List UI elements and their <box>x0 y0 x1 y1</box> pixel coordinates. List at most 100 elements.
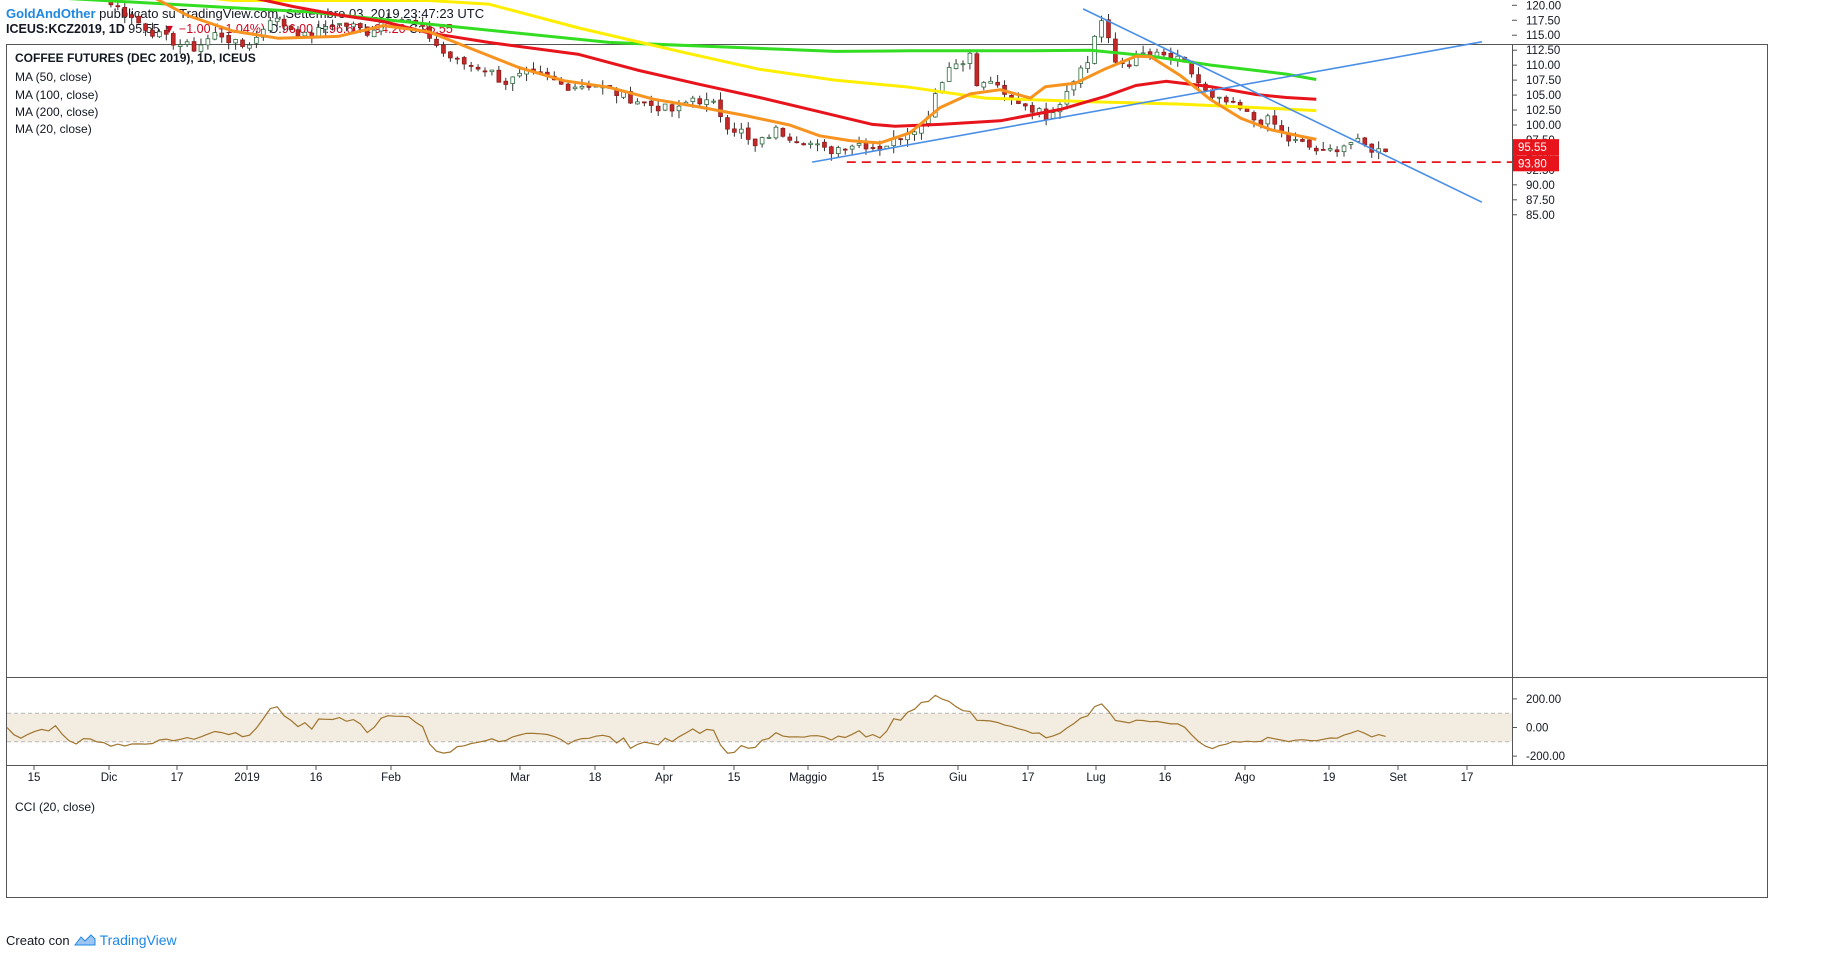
time-tick-label: 2019 <box>234 772 260 784</box>
candle-body <box>1099 20 1104 38</box>
footer-brand[interactable]: TradingView <box>99 932 177 948</box>
candle-body <box>503 80 509 85</box>
candle-body <box>1300 139 1305 142</box>
candle-body <box>330 25 335 27</box>
candle-body <box>1348 142 1354 145</box>
candle-body <box>766 136 772 139</box>
candle-body <box>1078 67 1084 84</box>
candle-body <box>517 72 522 77</box>
last-price-tag-label: 95.55 <box>1518 142 1547 154</box>
price-tick-label: 102.50 <box>1526 105 1561 117</box>
candle-body <box>572 86 578 90</box>
candle-body <box>1217 96 1222 99</box>
candle-body <box>808 142 813 145</box>
candle-body <box>254 36 259 44</box>
candle-body <box>849 145 855 150</box>
support-price-tag-label: 93.80 <box>1518 158 1547 170</box>
candle-body <box>198 44 204 52</box>
time-tick-label: 16 <box>1159 772 1172 784</box>
author-link[interactable]: GoldAndOther <box>6 6 96 21</box>
candle-body <box>1126 64 1132 67</box>
time-tick-label: 17 <box>1461 772 1474 784</box>
candle-body <box>496 69 502 83</box>
candle-body <box>655 105 661 112</box>
candle-body <box>1383 148 1388 153</box>
candle-body <box>912 131 917 135</box>
candle-body <box>690 97 696 103</box>
candle-body <box>1023 103 1028 107</box>
candle-body <box>1196 74 1201 84</box>
candle-body <box>960 63 966 66</box>
candle-body <box>856 143 862 146</box>
candle-body <box>1320 148 1326 151</box>
legend-title: COFFEE FUTURES (DEC 2019), 1D, ICEUS <box>15 51 256 65</box>
candle-body <box>475 66 481 70</box>
candle-body <box>1071 81 1077 91</box>
cci-tick-label: 0.00 <box>1526 723 1548 735</box>
cci-axis: -200.00 0.00 200.00 <box>1512 694 1565 763</box>
price-axis: 85.0087.5090.0092.5095.0097.50100.00102.… <box>1512 0 1561 222</box>
legend-ma100: MA (100, close) <box>15 88 98 102</box>
candle-body <box>725 117 730 130</box>
candle-body <box>448 51 453 59</box>
candle-body <box>1244 107 1250 112</box>
legend-ma200: MA (200, close) <box>15 105 98 119</box>
price-tick-label: 85.00 <box>1526 210 1555 222</box>
candle-body <box>835 147 841 154</box>
candle-body <box>1050 112 1056 119</box>
candle-body <box>1029 105 1035 113</box>
time-tick-label: 16 <box>310 772 323 784</box>
price-tick-label: 87.50 <box>1526 195 1555 207</box>
time-tick-label: 18 <box>589 772 602 784</box>
rising-trendline[interactable] <box>812 41 1483 163</box>
time-tick-label: Ago <box>1235 772 1255 784</box>
candle-body <box>842 148 848 151</box>
price-tick-label: 117.50 <box>1526 15 1560 27</box>
time-tick-label: 15 <box>28 772 41 784</box>
candle-body <box>219 32 225 38</box>
candle-body <box>129 14 135 18</box>
candle-body <box>1168 52 1174 58</box>
candle-body <box>1009 94 1014 98</box>
price-tick-label: 112.50 <box>1526 45 1560 57</box>
candle-body <box>1272 115 1278 125</box>
candle-body <box>974 53 980 87</box>
candle-body <box>870 147 876 149</box>
candle-body <box>337 23 342 25</box>
candle-body <box>1223 96 1229 103</box>
candle-body <box>184 41 190 45</box>
price-tick-label: 115.00 <box>1526 30 1560 42</box>
candle-body <box>351 23 356 28</box>
candle-body <box>898 138 903 141</box>
candle-body <box>642 101 647 104</box>
candle-body <box>822 141 827 148</box>
price-tick-label: 105.00 <box>1526 90 1561 102</box>
candle-body <box>718 99 723 118</box>
price-tick-label: 90.00 <box>1526 180 1555 192</box>
support-price-tag <box>1513 155 1559 172</box>
candle-body <box>780 127 786 137</box>
candle-body <box>1362 137 1368 146</box>
cci-band <box>7 713 1512 742</box>
falling-trendline[interactable] <box>1082 8 1483 203</box>
candle-body <box>482 70 488 73</box>
candle-body <box>1230 100 1236 103</box>
candle-body <box>323 26 328 30</box>
candle-body <box>164 29 169 35</box>
candle-body <box>1293 139 1298 141</box>
candle-body <box>143 23 148 31</box>
time-tick-label: Feb <box>381 772 401 784</box>
candle-body <box>648 100 654 106</box>
time-tick-label: Giu <box>949 772 967 784</box>
time-tick-label: Lug <box>1086 772 1105 784</box>
candle-body <box>240 39 245 47</box>
candle-body <box>170 33 176 46</box>
footer-created: Creato con <box>6 932 70 948</box>
candle-body <box>233 39 238 44</box>
candle-body <box>988 80 994 84</box>
candle-body <box>1327 148 1333 151</box>
candle-body <box>815 143 820 146</box>
time-tick-label: Maggio <box>789 772 827 784</box>
time-tick-label: Dic <box>101 772 118 784</box>
